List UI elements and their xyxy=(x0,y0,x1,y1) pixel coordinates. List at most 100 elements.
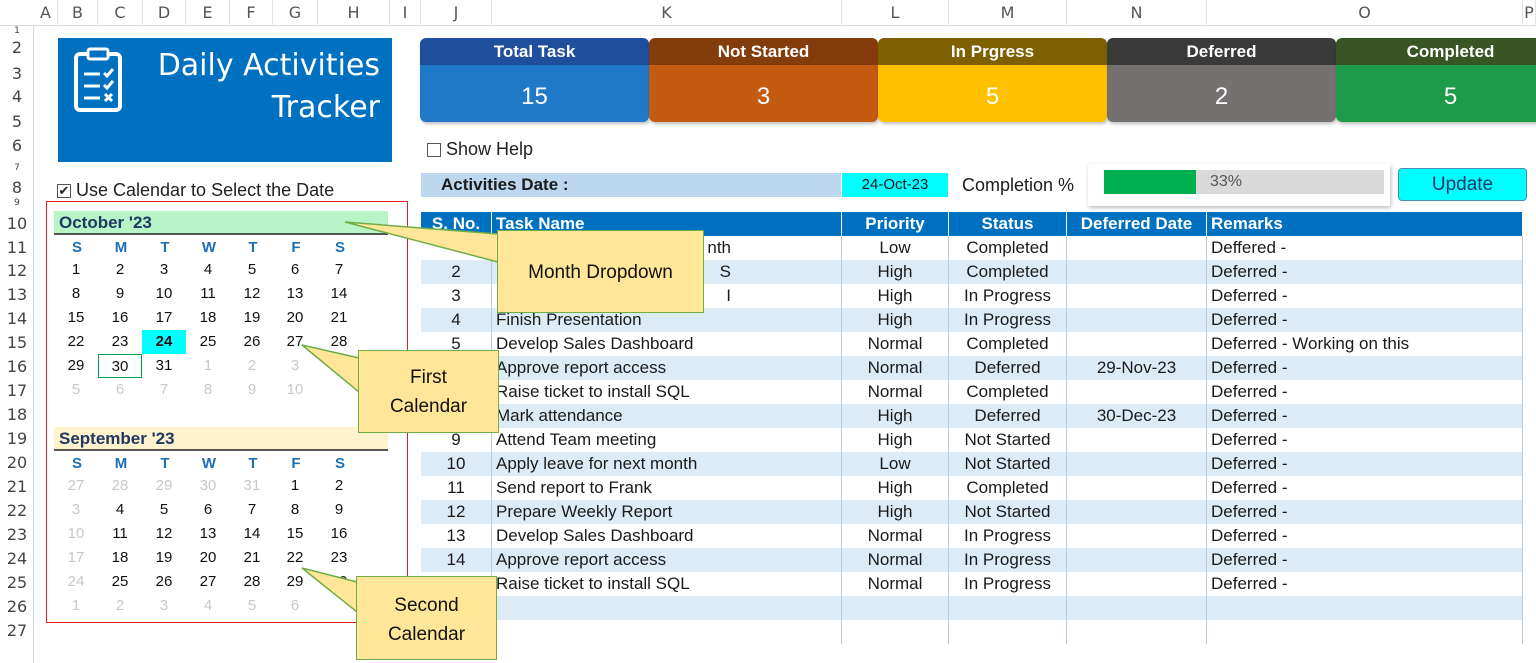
table-cell-task[interactable]: Raise ticket to install SQL xyxy=(492,572,842,596)
table-cell-sno[interactable]: 9 xyxy=(421,428,492,452)
table-row[interactable]: Mark attendance High Deferred 30-Dec-23 Defe… xyxy=(421,404,1523,428)
calendar-day[interactable]: 7 xyxy=(247,501,257,518)
table-cell-deferred[interactable] xyxy=(1067,260,1207,284)
table-cell-deferred[interactable]: 29-Nov-23 xyxy=(1067,356,1207,380)
column-header-j[interactable]: J xyxy=(421,0,492,26)
table-cell-sno[interactable]: 11 xyxy=(421,476,492,500)
table-header-task[interactable]: Task Name xyxy=(492,212,842,236)
table-cell-remarks[interactable]: Deffered - xyxy=(1207,236,1523,260)
calendar-day[interactable]: 1 xyxy=(203,357,213,374)
table-row[interactable]: 14 Approve report access Normal In Progress… xyxy=(421,548,1523,572)
table-cell-task[interactable]: Raise ticket to install SQL xyxy=(492,380,842,404)
show-help-checkbox[interactable]: Show Help xyxy=(427,139,533,160)
row-header-25[interactable]: 25 xyxy=(6,573,28,592)
calendar-day[interactable]: 1 xyxy=(71,597,81,614)
calendar-day[interactable]: 27 xyxy=(199,573,217,590)
table-cell-remarks[interactable]: Deferred - Working on this xyxy=(1207,332,1523,356)
use-calendar-box[interactable]: ✔ xyxy=(57,182,71,198)
row-header-9[interactable]: 9 xyxy=(14,198,20,208)
table-cell-priority[interactable] xyxy=(842,596,949,620)
table-cell-task[interactable]: Approve report access xyxy=(492,356,842,380)
table-row[interactable]: 10 Apply leave for next month Low Not Start… xyxy=(421,452,1523,476)
calendar-day[interactable]: 28 xyxy=(243,573,261,590)
calendar-day[interactable]: 7 xyxy=(159,381,169,398)
table-cell-deferred[interactable] xyxy=(1067,524,1207,548)
calendar-day[interactable]: 17 xyxy=(155,309,173,326)
row-header-23[interactable]: 23 xyxy=(6,525,28,544)
table-cell-sno[interactable]: 2 xyxy=(421,260,492,284)
table-cell-status[interactable]: Deferred xyxy=(949,356,1067,380)
calendar-day[interactable]: 2 xyxy=(334,477,344,494)
calendar-day[interactable]: 30 xyxy=(98,354,142,378)
table-row[interactable]: 5 Develop Sales Dashboard Normal Completed D… xyxy=(421,332,1523,356)
table-cell-task[interactable]: Approve report access xyxy=(492,548,842,572)
table-cell-deferred[interactable] xyxy=(1067,572,1207,596)
column-header-e[interactable]: E xyxy=(186,0,230,26)
table-cell-remarks[interactable] xyxy=(1207,620,1523,644)
table-cell-priority[interactable]: Normal xyxy=(842,524,949,548)
use-calendar-checkbox[interactable]: ✔ Use Calendar to Select the Date xyxy=(57,180,334,201)
table-row[interactable]: 12 Prepare Weekly Report High Not Started De… xyxy=(421,500,1523,524)
calendar-day[interactable]: 4 xyxy=(203,261,213,278)
calendar-day[interactable]: 25 xyxy=(111,573,129,590)
row-header-14[interactable]: 14 xyxy=(6,309,28,328)
table-cell-status[interactable]: In Progress xyxy=(949,548,1067,572)
table-cell-status[interactable]: Completed xyxy=(949,476,1067,500)
calendar-day[interactable]: 6 xyxy=(115,381,125,398)
row-header-4[interactable]: 4 xyxy=(11,87,23,106)
row-header-12[interactable]: 12 xyxy=(6,261,28,280)
table-cell-deferred[interactable] xyxy=(1067,236,1207,260)
calendar-month-title[interactable]: October '23 xyxy=(54,211,388,235)
table-cell-remarks[interactable]: Deferred - xyxy=(1207,260,1523,284)
calendar-day[interactable]: 14 xyxy=(243,525,261,542)
row-header-7[interactable]: 7 xyxy=(14,163,20,173)
table-cell-deferred[interactable] xyxy=(1067,596,1207,620)
row-header-11[interactable]: 11 xyxy=(6,238,28,257)
table-cell-status[interactable]: Not Started xyxy=(949,452,1067,476)
table-cell-priority[interactable]: High xyxy=(842,476,949,500)
table-cell-remarks[interactable]: Deferred - xyxy=(1207,308,1523,332)
table-header-remarks[interactable]: Remarks xyxy=(1207,212,1523,236)
calendar-day[interactable]: 29 xyxy=(155,477,173,494)
table-cell-status[interactable] xyxy=(949,596,1067,620)
table-cell-status[interactable]: Not Started xyxy=(949,500,1067,524)
calendar-day[interactable]: 24 xyxy=(67,573,85,590)
table-cell-remarks[interactable]: Deferred - xyxy=(1207,524,1523,548)
table-row[interactable]: Raise ticket to install SQL Normal In Prog… xyxy=(421,572,1523,596)
calendar-day[interactable]: 12 xyxy=(155,525,173,542)
table-cell-task[interactable]: Prepare Weekly Report xyxy=(492,500,842,524)
table-cell-priority[interactable]: Normal xyxy=(842,380,949,404)
column-header-i[interactable]: I xyxy=(390,0,421,26)
row-header-27[interactable]: 27 xyxy=(6,621,28,640)
calendar-day[interactable]: 13 xyxy=(286,285,304,302)
calendar-day[interactable]: 13 xyxy=(199,525,217,542)
calendar-day[interactable]: 28 xyxy=(330,333,348,350)
calendar-day[interactable]: 15 xyxy=(286,525,304,542)
table-cell-sno[interactable]: 14 xyxy=(421,548,492,572)
row-header-22[interactable]: 22 xyxy=(6,501,28,520)
calendar-day[interactable]: 29 xyxy=(286,573,304,590)
table-cell-task[interactable]: Finish Presentation xyxy=(492,308,842,332)
column-header-l[interactable]: L xyxy=(842,0,949,26)
row-header-8[interactable]: 8 xyxy=(11,178,23,197)
calendar-day[interactable]: 1 xyxy=(290,477,300,494)
calendar-day[interactable]: 10 xyxy=(286,381,304,398)
table-header-status[interactable]: Status xyxy=(949,212,1067,236)
table-cell-task[interactable] xyxy=(492,596,842,620)
calendar-day[interactable]: 25 xyxy=(199,333,217,350)
row-header-21[interactable]: 21 xyxy=(6,477,28,496)
table-row[interactable]: 4 Finish Presentation High In Progress Defer… xyxy=(421,308,1523,332)
calendar-day[interactable]: 20 xyxy=(199,549,217,566)
calendar-day[interactable]: 31 xyxy=(155,357,173,374)
calendar-day[interactable]: 8 xyxy=(71,285,81,302)
calendar-day[interactable]: 6 xyxy=(290,597,300,614)
table-cell-deferred[interactable] xyxy=(1067,500,1207,524)
calendar-day[interactable]: 5 xyxy=(247,261,257,278)
table-cell-task[interactable]: Develop Sales Dashboard xyxy=(492,524,842,548)
calendar-day[interactable]: 2 xyxy=(115,261,125,278)
calendar-day[interactable]: 11 xyxy=(112,525,128,542)
row-header-17[interactable]: 17 xyxy=(6,381,28,400)
calendar-day[interactable]: 15 xyxy=(67,309,85,326)
calendar-day[interactable]: 6 xyxy=(203,501,213,518)
calendar-day[interactable]: 5 xyxy=(247,597,257,614)
